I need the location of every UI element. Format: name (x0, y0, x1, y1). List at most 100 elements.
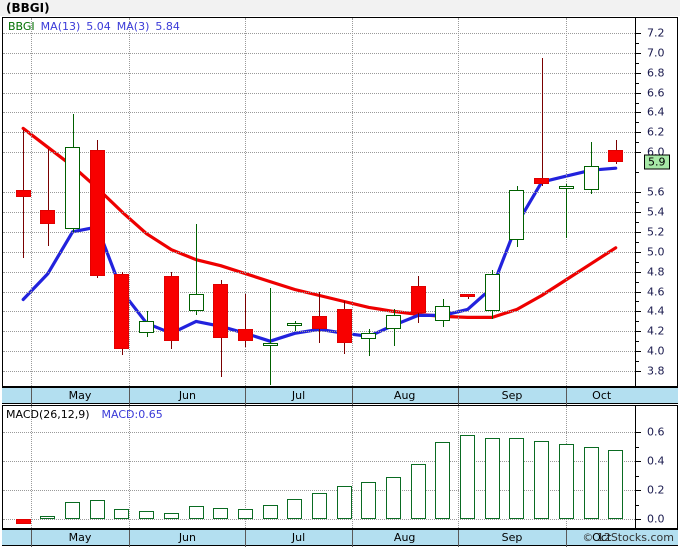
candle-body (337, 309, 352, 344)
price-axis-minor-tick (635, 261, 639, 263)
candle-wick (245, 293, 246, 348)
price-axis-label: 7.0 (647, 46, 665, 60)
macd-month-gridline (30, 406, 32, 528)
month-tick (351, 388, 353, 405)
legend-ma-short-value: 5.84 (155, 20, 180, 33)
month-label-price: Sep (501, 389, 523, 402)
price-axis-label: 6.6 (647, 86, 665, 100)
price-axis-label: 5.4 (647, 205, 665, 219)
macd-histogram-bar (312, 493, 327, 520)
candle-body (40, 209, 55, 224)
legend-ma-long-label: MA(13) (40, 20, 81, 33)
month-gridline (351, 18, 353, 386)
price-axis-tick (635, 351, 641, 353)
price-axis-tick (635, 132, 641, 134)
month-label-macd: Jun (178, 531, 196, 544)
month-label-price: Aug (393, 389, 416, 402)
candle-wick (542, 57, 543, 187)
month-tick (351, 530, 353, 547)
price-axis-tick (635, 92, 641, 94)
candle-body (139, 321, 154, 334)
candle-body (213, 283, 228, 339)
price-axis-label: 4.4 (647, 304, 665, 318)
price-axis: 7.2 7.0 6.8 6.6 6.4 6.2 6.0 5.6 5.4 5.2 5.0 4.8 4.6 4… (635, 18, 679, 386)
month-label-price: Oct (592, 389, 612, 402)
price-axis-tick (635, 291, 641, 293)
price-axis-tick (635, 52, 641, 54)
price-axis-minor-tick (635, 122, 639, 124)
macd-histogram-bar (584, 446, 599, 520)
month-label-macd: May (68, 531, 92, 544)
month-tick (129, 388, 131, 405)
price-axis-minor-tick (635, 281, 639, 283)
price-axis-tick (635, 231, 641, 233)
macd-histogram-bar (238, 509, 253, 520)
price-legend: BBGI MA(13) 5.04 MA(3) 5.84 (8, 20, 180, 33)
macd-histogram-bar (485, 437, 500, 520)
macd-axis-tick (635, 519, 641, 521)
price-axis-minor-tick (635, 341, 639, 343)
month-gridline (245, 18, 247, 386)
candle-body (608, 150, 623, 163)
candle-body (263, 343, 278, 347)
ma-long-line (21, 126, 618, 319)
price-axis-tick (635, 32, 641, 34)
candle-body (164, 275, 179, 342)
candle-body (534, 178, 549, 185)
price-gridline (3, 192, 635, 194)
macd-month-gridline (245, 406, 247, 528)
price-axis-label: 4.6 (647, 285, 665, 298)
candle-body (90, 150, 105, 276)
price-axis-tick (635, 192, 641, 194)
candle-body (386, 315, 401, 330)
price-axis-minor-tick (635, 82, 639, 84)
macd-axis-label: 0.4 (647, 454, 665, 468)
copyright-footer: © 12Stocks.com (582, 531, 674, 544)
price-gridline (3, 211, 635, 213)
price-axis-tick (635, 211, 641, 213)
month-tick (30, 530, 32, 547)
price-axis-label: 5.0 (647, 245, 665, 259)
macd-histogram-bar (386, 477, 401, 520)
price-axis-minor-tick (635, 202, 639, 203)
price-gridline (3, 92, 635, 94)
month-tick (245, 388, 247, 405)
current-price-badge: 5.9 (644, 154, 670, 170)
macd-legend-label: MACD(26,12,9) (6, 408, 90, 421)
candle-wick (270, 287, 271, 385)
macd-histogram-bar (608, 449, 623, 520)
price-gridline (3, 351, 635, 353)
candle-body (114, 273, 129, 350)
candle-body (65, 147, 80, 229)
candle-wick (196, 223, 197, 316)
macd-histogram-bar (411, 464, 426, 520)
candle-body (238, 329, 253, 342)
candle-body (312, 316, 327, 330)
candle-body (559, 186, 574, 190)
legend-symbol: BBGI (8, 20, 35, 33)
macd-gridline (3, 432, 635, 434)
macd-histogram-bar (534, 440, 549, 520)
price-axis-minor-tick (635, 221, 639, 223)
macd-histogram-bar (189, 506, 204, 520)
macd-month-gridline (129, 406, 131, 528)
macd-plot-area[interactable] (3, 406, 635, 528)
month-label-price: Jun (178, 389, 196, 402)
candle-wick (48, 149, 49, 246)
price-axis-tick (635, 112, 641, 114)
macd-gridline (3, 519, 635, 521)
candle-body (16, 190, 31, 198)
macd-axis-label: 0.6 (647, 425, 665, 439)
price-axis-minor-tick (635, 142, 639, 144)
month-label-macd: Sep (501, 531, 523, 544)
month-label-price: May (68, 389, 92, 402)
month-tick (566, 530, 568, 547)
macd-histogram-bar (16, 519, 31, 524)
month-label-macd: Jul (291, 531, 306, 544)
macd-month-gridline (457, 406, 459, 528)
macd-histogram-bar (114, 509, 129, 520)
price-axis-minor-tick (635, 301, 639, 303)
month-tick (457, 388, 459, 405)
price-plot-area[interactable] (3, 18, 635, 386)
